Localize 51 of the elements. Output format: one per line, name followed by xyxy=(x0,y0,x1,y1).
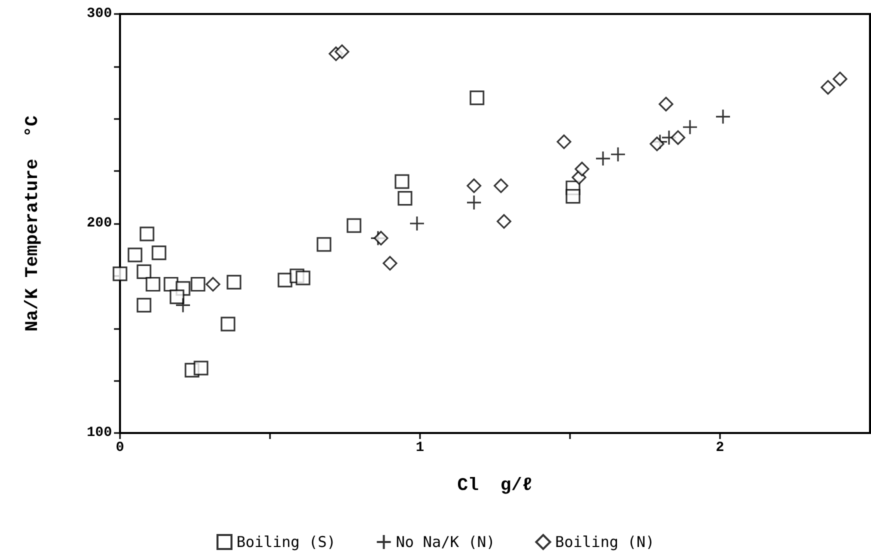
point xyxy=(832,72,848,86)
point xyxy=(466,178,482,194)
y-tick-label: 200 xyxy=(86,216,112,232)
point xyxy=(494,178,508,194)
x-tick-label: 1 xyxy=(416,440,424,456)
point xyxy=(194,360,208,376)
point xyxy=(658,96,674,112)
point xyxy=(140,226,154,242)
point xyxy=(136,264,152,279)
point xyxy=(466,194,482,210)
point xyxy=(820,80,836,95)
y-tick-label: 100 xyxy=(86,425,112,441)
point xyxy=(574,162,590,176)
x-axis-title: Cl g/ℓ xyxy=(457,476,533,496)
point xyxy=(316,237,332,252)
point xyxy=(595,150,611,166)
point xyxy=(175,297,191,314)
point xyxy=(470,90,484,106)
point xyxy=(682,119,698,135)
point xyxy=(496,214,512,229)
point xyxy=(670,130,686,145)
point xyxy=(220,316,236,332)
point xyxy=(409,216,425,232)
legend-label: Boiling (S) xyxy=(236,533,336,551)
point xyxy=(152,246,166,260)
point xyxy=(398,191,412,206)
point xyxy=(136,298,152,313)
point xyxy=(128,248,142,262)
point xyxy=(296,270,310,286)
point xyxy=(374,230,388,246)
point xyxy=(146,276,160,292)
point xyxy=(650,136,664,152)
point xyxy=(206,276,220,292)
point xyxy=(382,256,398,271)
x-tick-label: 0 xyxy=(116,440,124,456)
point xyxy=(394,174,410,189)
point xyxy=(556,134,572,150)
point xyxy=(566,188,580,204)
point xyxy=(334,44,350,60)
point xyxy=(715,108,731,124)
point xyxy=(112,266,128,282)
point xyxy=(610,146,626,162)
point xyxy=(346,218,362,233)
x-tick-label: 2 xyxy=(716,440,724,456)
y-tick-label: 300 xyxy=(86,6,112,22)
y-axis-title: Na/K Temperature °C xyxy=(23,115,43,332)
legend-label: No Na/K (N) xyxy=(396,533,496,551)
point xyxy=(190,276,206,292)
point xyxy=(170,290,184,304)
legend-label: Boiling (N) xyxy=(555,533,655,551)
point xyxy=(226,274,242,290)
